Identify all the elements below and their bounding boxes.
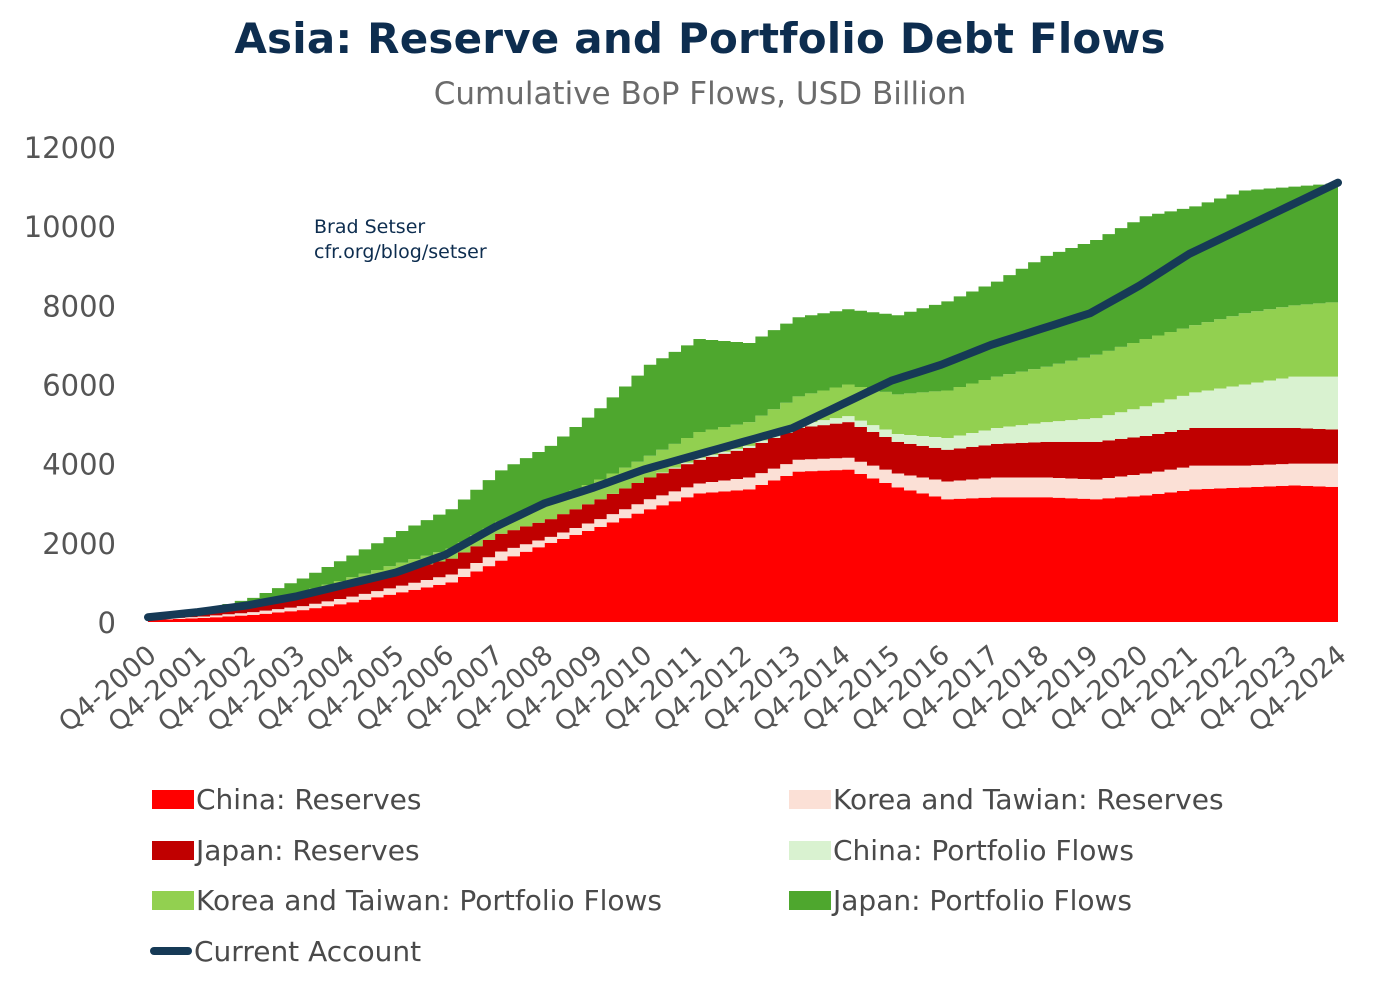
area-japan-portfolio	[148, 182, 1338, 619]
chart-title: Asia: Reserve and Portfolio Debt Flows	[234, 14, 1166, 63]
y-tick-label: 12000	[24, 131, 116, 165]
y-tick-label: 4000	[42, 448, 116, 482]
y-tick-label: 6000	[42, 369, 116, 403]
x-axis: Q4-2000Q4-2001Q4-2002Q4-2003Q4-2004Q4-20…	[53, 640, 1352, 739]
annotation-url: cfr.org/blog/setser	[314, 241, 487, 263]
y-tick-label: 8000	[42, 289, 116, 323]
area-korea-taiwan-reserves	[148, 457, 1338, 621]
area-korea-taiwan-portfolio	[148, 301, 1338, 619]
y-axis: 0 2000 4000 6000 8000 10000 12000	[24, 131, 116, 640]
annotation-author: Brad Setser	[314, 216, 425, 238]
y-tick-label: 10000	[24, 210, 116, 244]
chart-subtitle: Cumulative BoP Flows, USD Billion	[433, 76, 967, 112]
line-current-account	[144, 178, 1342, 622]
area-china-portfolio	[148, 376, 1338, 619]
area-japan-reserves	[148, 422, 1338, 620]
y-tick-label: 2000	[42, 527, 116, 561]
stacked-areas	[148, 182, 1338, 622]
y-tick-label: 0	[98, 606, 116, 640]
